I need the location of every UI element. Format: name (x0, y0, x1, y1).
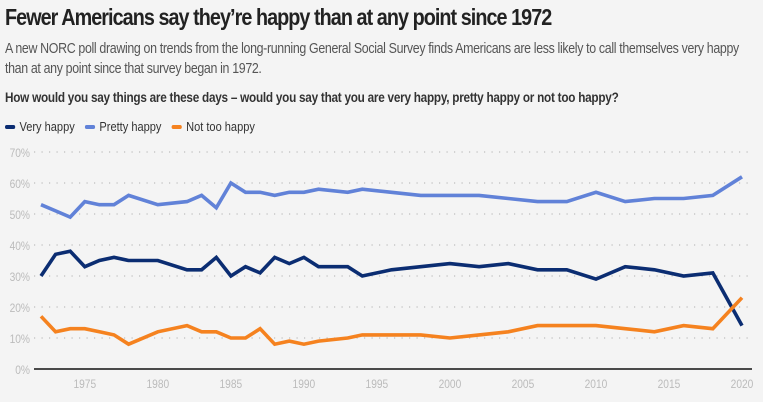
legend-item-very-happy: Very happy (5, 119, 75, 134)
x-tick-label: 1985 (220, 378, 243, 391)
x-tick-label: 2000 (439, 378, 462, 391)
x-axis: 1975 1980 1985 1990 1995 2000 2005 2010 2015 2020 (73, 378, 753, 391)
legend: Very happy Pretty happy Not too happy (5, 119, 265, 134)
y-axis: 0% 10% 20% 30% 40% 50% 60% 70% (10, 147, 30, 377)
x-tick-label: 2020 (731, 378, 754, 391)
x-tick-label: 1990 (293, 378, 316, 391)
y-tick-label: 0% (15, 364, 30, 377)
x-tick-label: 2015 (658, 378, 681, 391)
series-line-pretty-happy (40, 175, 743, 220)
y-tick-label: 40% (10, 240, 30, 253)
survey-question: How would you say things are these days … (5, 89, 619, 105)
series-lines (39, 175, 744, 347)
legend-swatch-very-happy (5, 124, 16, 129)
legend-item-not-too-happy: Not too happy (171, 119, 255, 134)
y-tick-label: 10% (10, 333, 30, 346)
legend-label: Very happy (19, 119, 75, 134)
x-tick-label: 1975 (73, 378, 96, 391)
x-tick-label: 2010 (585, 378, 608, 391)
x-tick-label: 2005 (512, 378, 535, 391)
legend-label: Not too happy (186, 119, 255, 134)
legend-swatch-not-too-happy (171, 124, 182, 129)
series-line-very-happy (39, 249, 744, 327)
legend-item-pretty-happy: Pretty happy (84, 119, 162, 134)
chart-title: Fewer Americans say they’re happy than a… (5, 4, 552, 30)
y-tick-label: 20% (10, 302, 30, 315)
x-tick-label: 1995 (366, 378, 389, 391)
y-tick-label: 30% (10, 271, 30, 284)
chart-subtitle: A new NORC poll drawing on trends from t… (5, 41, 739, 77)
gridlines (34, 151, 752, 370)
y-tick-label: 70% (10, 147, 30, 160)
legend-swatch-pretty-happy (84, 124, 96, 129)
y-tick-label: 50% (10, 209, 30, 222)
x-tick-label: 1980 (146, 378, 169, 391)
y-tick-label: 60% (10, 178, 30, 191)
legend-label: Pretty happy (99, 119, 162, 134)
series-line-not-too-happy (39, 296, 744, 347)
